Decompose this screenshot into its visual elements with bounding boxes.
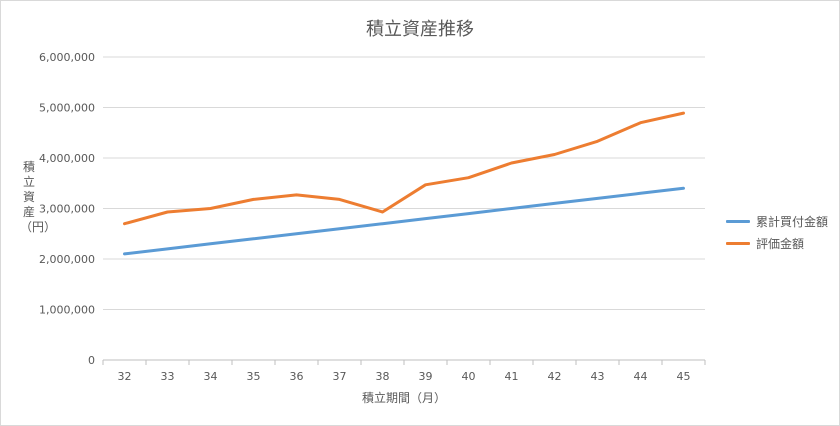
x-tick-label: 40 [462,370,476,383]
legend-swatch [726,241,750,245]
legend: 累計買付金額 評価金額 [726,210,828,254]
legend-swatch [726,219,750,223]
x-axis-label: 積立期間（月） [361,391,446,405]
series-line-2 [123,111,685,226]
x-tick-label: 37 [333,370,347,383]
x-tick-label: 35 [247,370,261,383]
x-tick-label: 38 [376,370,390,383]
legend-label: 評価金額 [756,236,805,251]
legend-label: 累計買付金額 [756,214,829,229]
x-tick-label: 32 [118,370,132,383]
x-tick-label: 44 [634,370,648,383]
x-tick-label: 39 [419,370,433,383]
y-tick-label: 6,000,000 [39,51,95,64]
y-tick-label: 4,000,000 [39,152,95,165]
x-tick-label: 34 [204,370,218,383]
y-tick-label: 0 [88,354,95,367]
x-tick-label: 42 [548,370,562,383]
y-tick-label: 1,000,000 [39,304,95,317]
y-tick-label: 3,000,000 [39,203,95,216]
x-tick-label: 41 [505,370,519,383]
chart-title: 積立資産推移 [366,19,474,40]
legend-item: 評価金額 [726,232,828,254]
x-tick-label: 33 [161,370,175,383]
x-tick-label: 45 [677,370,691,383]
x-tick-label: 43 [591,370,605,383]
y-tick-label: 5,000,000 [39,102,95,115]
series-line-1 [123,186,685,256]
y-tick-label: 2,000,000 [39,253,95,266]
x-tick-label: 36 [290,370,304,383]
legend-item: 累計買付金額 [726,210,828,232]
